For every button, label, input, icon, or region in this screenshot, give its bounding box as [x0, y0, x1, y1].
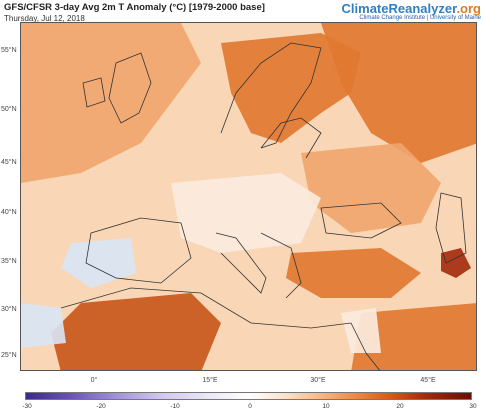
warm-region-russia — [321, 23, 476, 163]
coastline-ireland — [82, 77, 106, 108]
coastline-iberia — [85, 217, 192, 284]
colorbar-tick-neg30: -30 — [22, 403, 32, 410]
lat-label-55: 55°N — [1, 47, 17, 54]
lat-label-50: 50°N — [1, 106, 17, 113]
anomaly-map-svg — [21, 23, 476, 370]
coastline-italy — [215, 232, 267, 294]
warm-region-arabia — [351, 303, 476, 370]
coastline-baltic — [260, 117, 322, 159]
colorbar-tick-10: 10 — [322, 403, 330, 410]
brand-logo[interactable]: ClimateReanalyzer.org Climate Change Ins… — [342, 1, 481, 21]
brand-name: ClimateReanalyzer.org — [342, 1, 481, 16]
map-date: Thursday, Jul 12, 2018 — [4, 14, 85, 23]
neutral-region-levant — [341, 308, 381, 353]
warm-region-scandinavia — [221, 33, 361, 143]
lat-label-30: 30°N — [1, 306, 17, 313]
warm-region-sahara — [51, 293, 221, 370]
cool-region-morocco-atlantic — [61, 238, 136, 288]
coastline-black-sea — [320, 202, 402, 239]
anomaly-map — [20, 22, 477, 371]
colorbar-tick-20: 20 — [396, 403, 404, 410]
lat-label-25: 25°N — [1, 352, 17, 359]
colorbar-tick-neg10: -10 — [170, 403, 180, 410]
coastline-scandinavia — [220, 42, 322, 149]
lat-label-35: 35°N — [1, 258, 17, 265]
lon-label-0: 0° — [90, 377, 98, 384]
warm-region-anatolia — [286, 248, 421, 298]
colorbar — [25, 392, 472, 400]
neutral-region-central-europe — [171, 173, 321, 253]
brand-tagline: Climate Change Institute | University of… — [359, 15, 481, 21]
lat-label-45: 45°N — [1, 159, 17, 166]
brand-name-suffix: .org — [456, 1, 481, 16]
map-title: GFS/CFSR 3-day Avg 2m T Anomaly (°C) [19… — [4, 2, 265, 13]
title-block: GFS/CFSR 3-day Avg 2m T Anomaly (°C) [19… — [4, 2, 265, 23]
coastline-balkans — [260, 232, 302, 299]
coastline-britain — [108, 52, 152, 124]
cool-region-canaries — [21, 303, 66, 348]
lon-label-45e: 45°E — [420, 377, 436, 384]
warm-region-east-europe — [301, 143, 441, 233]
coastline-north-africa — [60, 287, 352, 329]
colorbar-tick-0: 0 — [248, 403, 252, 410]
lat-label-40: 40°N — [1, 209, 17, 216]
colorbar-tick-30: 30 — [469, 403, 477, 410]
brand-name-main: ClimateReanalyzer — [341, 1, 457, 16]
coastline-red-sea — [350, 322, 380, 370]
coastlines — [60, 42, 467, 370]
lon-label-15e: 15°E — [202, 377, 218, 384]
hot-spot-caucasus — [441, 248, 471, 278]
coastline-caspian — [435, 192, 467, 264]
lon-label-30e: 30°E — [310, 377, 326, 384]
colorbar-tick-neg20: -20 — [96, 403, 106, 410]
